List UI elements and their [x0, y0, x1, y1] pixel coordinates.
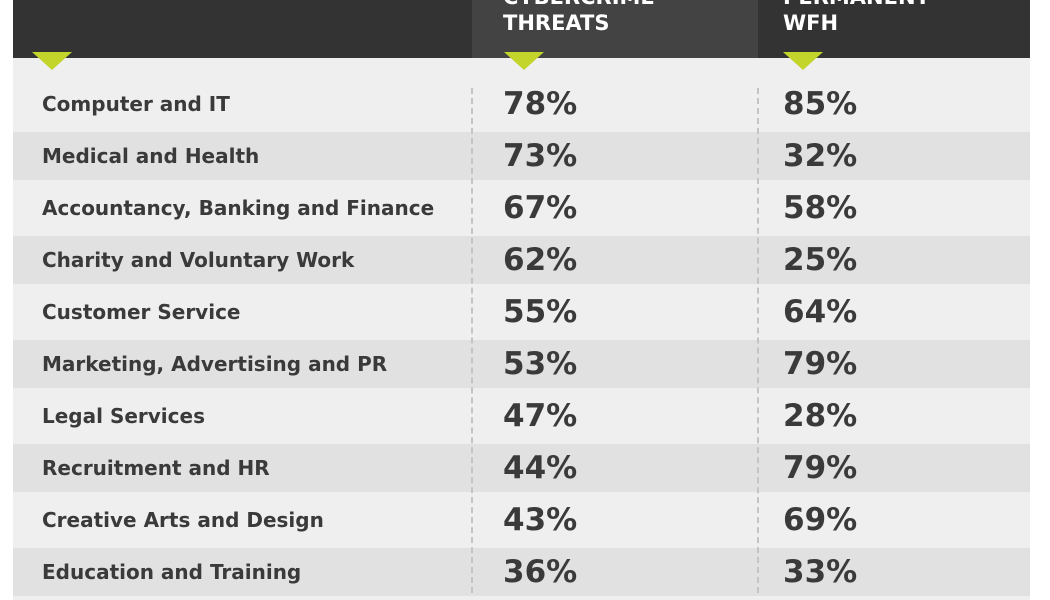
cell-value: 79%	[783, 450, 858, 486]
marker-triangle	[783, 52, 823, 70]
row-label: Computer and IT	[42, 92, 230, 116]
column-header: CYBERCRIME	[503, 0, 655, 10]
row-band	[13, 132, 1030, 180]
row-label: Creative Arts and Design	[42, 508, 324, 532]
cell-value: 79%	[783, 346, 858, 382]
cell-value: 44%	[503, 450, 578, 486]
cell-value: 36%	[503, 554, 578, 590]
row-label: Marketing, Advertising and PR	[42, 352, 388, 376]
row-label: Recruitment and HR	[42, 456, 270, 480]
column-divider	[471, 88, 473, 593]
marker-triangle	[504, 52, 544, 70]
cell-value: 33%	[783, 554, 858, 590]
cell-value: 69%	[783, 502, 858, 538]
row-label: Accountancy, Banking and Finance	[42, 196, 435, 220]
cell-value: 32%	[783, 138, 858, 174]
cell-value: 62%	[503, 242, 578, 278]
row-label: Medical and Health	[42, 144, 260, 168]
cell-value: 25%	[783, 242, 858, 278]
row-band	[13, 444, 1030, 492]
cell-value: 78%	[503, 86, 578, 122]
row-band	[13, 340, 1030, 388]
cell-value: 73%	[503, 138, 578, 174]
header-cell	[758, 0, 1030, 58]
cell-value: 28%	[783, 398, 858, 434]
row-band	[13, 236, 1030, 284]
row-band	[13, 548, 1030, 596]
cell-value: 53%	[503, 346, 578, 382]
cell-value: 85%	[783, 86, 858, 122]
cell-value: 67%	[503, 190, 578, 226]
marker-triangle	[32, 52, 72, 70]
cell-value: 58%	[783, 190, 858, 226]
row-label: Legal Services	[42, 404, 205, 428]
cell-value: 43%	[503, 502, 578, 538]
header-cell	[13, 0, 472, 58]
cell-value: 64%	[783, 294, 858, 330]
cell-value: 47%	[503, 398, 578, 434]
column-header: WFH	[783, 11, 839, 35]
column-header: THREATS	[503, 11, 610, 35]
row-label: Education and Training	[42, 560, 302, 584]
column-header: PERMANENT	[783, 0, 930, 10]
row-label: Customer Service	[42, 300, 241, 324]
column-divider	[757, 88, 759, 593]
row-label: Charity and Voluntary Work	[42, 248, 355, 272]
header-cell	[472, 0, 758, 58]
cell-value: 55%	[503, 294, 578, 330]
